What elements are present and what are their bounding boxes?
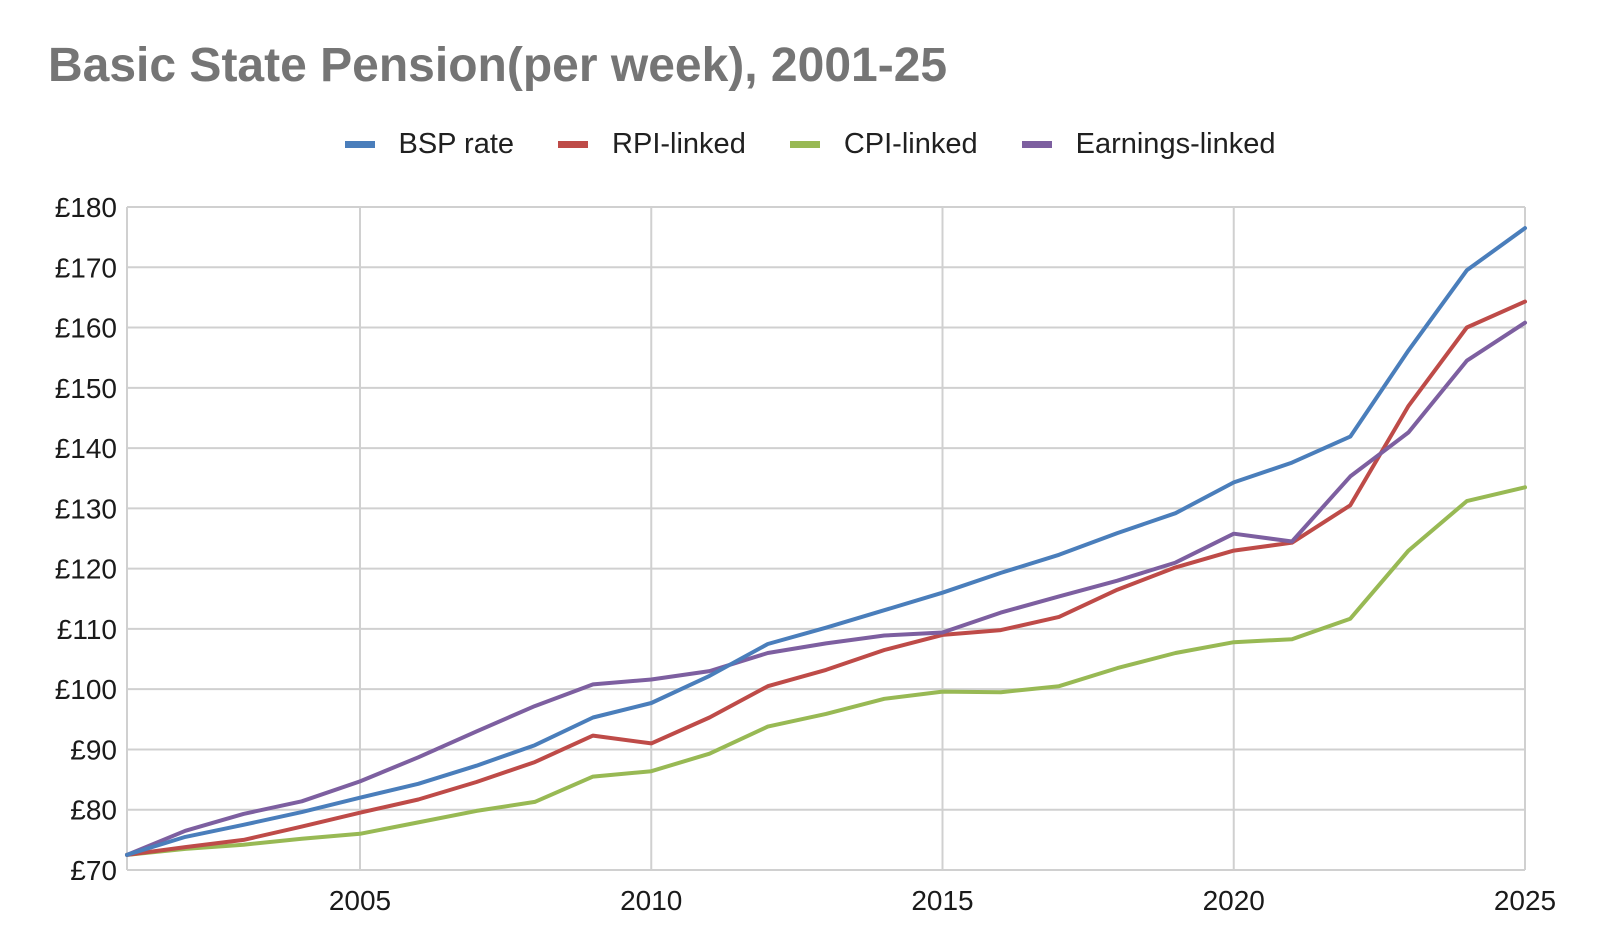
x-tick-label: 2005 xyxy=(329,885,391,916)
x-tick-label: 2020 xyxy=(1203,885,1265,916)
y-tick-label: £180 xyxy=(55,192,117,223)
y-tick-label: £170 xyxy=(55,252,117,283)
y-tick-label: £130 xyxy=(55,493,117,524)
y-tick-label: £120 xyxy=(55,554,117,585)
y-tick-label: £80 xyxy=(70,795,117,826)
chart-title: Basic State Pension(per week), 2001-25 xyxy=(48,39,948,92)
legend-item-rpi-linked: RPI-linked xyxy=(558,128,746,161)
x-tick-label: 2010 xyxy=(620,885,682,916)
legend-item-earnings-linked: Earnings-linked xyxy=(1021,127,1276,161)
y-tick-label: £110 xyxy=(57,614,117,645)
series-line-earnings-linked xyxy=(125,320,1527,857)
y-tick-label: £140 xyxy=(55,433,117,464)
y-tick-label: £100 xyxy=(55,674,117,705)
series-line-rpi-linked xyxy=(125,299,1527,857)
legend: BSP rate RPI-linked CPI-linked Earnings-… xyxy=(0,122,1600,166)
legend-label-bsp-rate: BSP rate xyxy=(398,127,515,160)
legend-item-cpi-linked: CPI-linked xyxy=(789,127,978,161)
y-tick-label: £90 xyxy=(70,734,117,765)
legend-item-bsp-rate: BSP rate xyxy=(344,127,515,161)
legend-swatch-cpi-linked xyxy=(789,140,820,148)
series-line-cpi-linked xyxy=(125,485,1527,857)
x-tick-label: 2015 xyxy=(911,885,973,916)
legend-label-earnings-linked: Earnings-linked xyxy=(1075,127,1276,160)
x-tick-label: 2025 xyxy=(1494,885,1556,916)
legend-swatch-rpi-linked xyxy=(558,140,589,148)
legend-label-rpi-linked: RPI-linked xyxy=(612,127,746,160)
y-tick-label: £160 xyxy=(55,313,117,344)
y-tick-label: £70 xyxy=(70,855,117,886)
series-line-bsp-rate xyxy=(125,226,1527,857)
legend-label-cpi-linked: CPI-linked xyxy=(843,127,978,160)
legend-swatch-bsp-rate xyxy=(344,140,375,148)
y-tick-label: £150 xyxy=(55,373,117,404)
legend-swatch-earnings-linked xyxy=(1021,140,1052,148)
